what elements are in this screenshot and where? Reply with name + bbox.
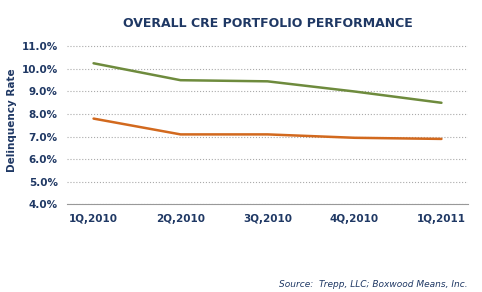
Title: OVERALL CRE PORTFOLIO PERFORMANCE: OVERALL CRE PORTFOLIO PERFORMANCE [122,17,413,30]
Y-axis label: Delinquency Rate: Delinquency Rate [7,68,17,171]
Text: Source:  Trepp, LLC; Boxwood Means, Inc.: Source: Trepp, LLC; Boxwood Means, Inc. [279,280,468,289]
